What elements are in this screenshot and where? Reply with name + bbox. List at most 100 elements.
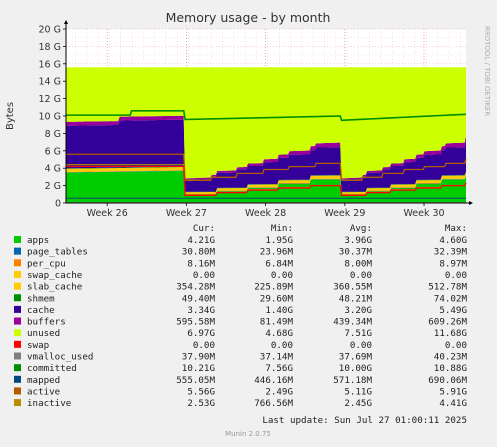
legend-value: 23.96M [260,247,294,258]
legend-value: 37.90M [182,352,216,363]
legend-column-header: Min: [271,223,293,234]
line-committed [66,109,467,122]
legend-label-apps: apps [27,235,49,246]
legend-value: 6.84M [265,258,293,269]
legend-swatch-slab_cache [14,282,21,290]
chart-title: Memory usage - by month [166,10,331,25]
y-tick-label: 12 G [39,94,61,105]
area-buffers [66,115,466,180]
legend-swatch-buffers [14,317,21,325]
legend-value: 4.60G [439,235,467,246]
legend-value: 37.14M [260,352,294,363]
legend-value: 6.97G [187,328,215,339]
y-tick-label: 2 G [45,181,61,192]
x-tick-label: Week 29 [324,208,365,219]
legend-value: 10.88G [434,363,467,374]
legend-label-shmem: shmem [27,293,55,304]
legend-label-inactive: inactive [27,398,71,409]
legend-value: 0.00 [271,270,293,281]
legend-label-cache: cache [27,305,55,316]
legend-swatch-mapped [14,375,21,383]
y-tick-label: 16 G [39,59,61,70]
legend-value: 49.40M [182,293,216,304]
y-axis-arrow [64,20,68,24]
legend-label-swap: swap [27,340,49,351]
legend-label-slab_cache: slab_cache [27,282,82,293]
legend-label-mapped: mapped [27,375,60,386]
y-tick-label: 10 G [39,112,61,123]
legend-value: 7.56G [265,363,293,374]
legend-swatch-active [14,387,21,395]
legend-value: 4.21G [187,235,215,246]
legend-value: 555.05M [176,375,215,386]
legend-swatch-unused [14,329,21,337]
munin-version: Munin 2.0.75 [225,430,271,438]
legend-label-swap_cache: swap_cache [27,270,82,281]
legend-value: 0.00 [193,270,215,281]
legend-value: 4.41G [439,398,467,409]
legend-value: 595.58M [176,317,215,328]
legend-column-header: Avg: [350,223,372,234]
legend-value: 5.91G [439,386,467,397]
y-tick-label: 6 G [45,146,61,157]
legend-swatch-vmalloc_used [14,352,21,360]
legend-value: 5.49G [439,305,467,316]
rrdtool-side-label: RRDTOOL / TOBI OETIKER [483,26,491,116]
legend-column-header: Max: [445,223,467,234]
legend-swatch-per_cpu [14,259,21,267]
line-active [66,153,467,181]
y-tick-label: 18 G [39,42,61,53]
x-tick-label: Week 26 [87,208,128,219]
legend-label-unused: unused [27,328,60,339]
legend-value: 3.34G [187,305,215,316]
area-cache [66,119,466,192]
legend-value: 74.02M [434,293,468,304]
area-unused [66,67,466,179]
legend-value: 0.00 [193,340,215,351]
legend-value: 609.26M [428,317,467,328]
legend-swatch-apps [14,236,21,243]
legend-label-per_cpu: per_cpu [27,258,66,269]
legend-value: 10.00G [339,363,372,374]
y-tick-label: 8 G [45,129,61,140]
legend-value: 0.00 [445,340,467,351]
legend-value: 1.40G [265,305,293,316]
legend-label-vmalloc_used: vmalloc_used [27,352,93,363]
y-tick-label: 14 G [39,77,61,88]
legend-value: 3.20G [344,305,372,316]
area-slab_cache [66,167,466,195]
legend-value: 2.45G [344,398,372,409]
legend-label-buffers: buffers [27,317,66,328]
y-tick-label: 0 [55,199,61,210]
x-tick-label: Week 27 [166,208,207,219]
legend-value: 3.96G [344,235,372,246]
legend-value: 2.53G [187,398,215,409]
legend-value: 690.06M [428,375,467,386]
legend-value: 29.60M [260,293,294,304]
legend-value: 48.21M [339,293,373,304]
line-swap [66,165,467,196]
y-axis-label: Bytes [5,102,16,130]
x-axis-arrow [469,201,473,205]
legend-label-active: active [27,386,60,397]
legend-value: 766.56M [254,398,293,409]
legend-value: 446.16M [254,375,293,386]
legend-value: 81.49M [260,317,294,328]
legend-value: 40.23M [434,352,468,363]
legend-value: 30.80M [182,247,216,258]
legend-swatch-committed [14,364,21,372]
legend-value: 0.00 [350,340,372,351]
legend-value: 2.49G [265,386,293,397]
legend-value: 225.89M [254,282,293,293]
legend-value: 0.00 [445,270,467,281]
legend-column-header: Cur: [193,223,215,234]
y-tick-label: 20 G [39,25,61,36]
legend-swatch-cache [14,305,21,313]
legend-value: 32.39M [434,247,468,258]
last-update: Last update: Sun Jul 27 01:00:11 2025 [262,415,467,426]
legend-swatch-page_tables [14,247,21,255]
legend-label-committed: committed [27,363,77,374]
legend-value: 11.68G [434,328,467,339]
